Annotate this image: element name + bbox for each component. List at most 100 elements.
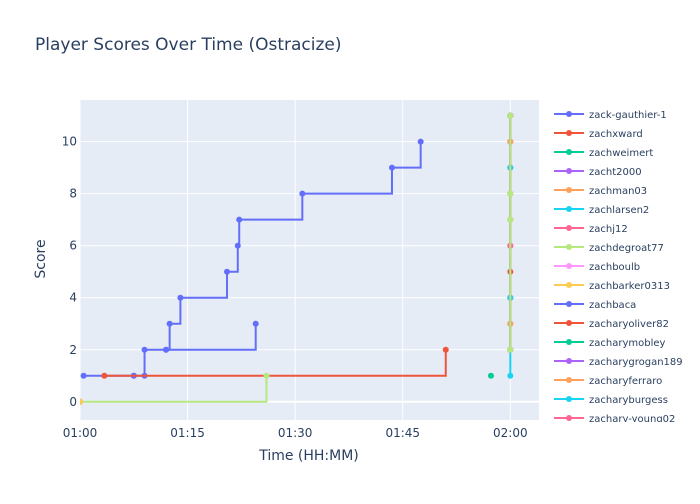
legend-label: zacharyburgess [589,395,668,406]
data-point [141,346,148,353]
y-tick-label: 10 [62,135,77,149]
series-line [166,323,257,351]
legend-swatch-marker [566,130,572,136]
data-point [101,372,108,379]
legend-item[interactable]: zachbaca [554,300,636,311]
legend-label: zacharygrogan189 [589,357,683,368]
legend-label: zacht2000 [589,167,642,178]
y-tick-label: 2 [69,343,77,357]
series-line [104,349,447,377]
legend[interactable]: zack-gauthier-1 zachxward zachweimert zacht… [554,110,683,425]
legend-swatch-marker [566,225,572,231]
y-tick-label: 0 [69,395,77,409]
legend-swatch-marker [566,244,572,250]
legend-item[interactable]: zack-gauthier-1 [554,110,667,121]
legend-item[interactable]: zachxward [554,129,643,140]
legend-label: zachary-young02 [589,414,675,425]
data-point [236,216,243,223]
legend-label: zacharymobley [589,338,666,349]
legend-label: zachman03 [589,186,647,197]
data-point [507,190,514,197]
series-zachxward [101,346,449,379]
plot-area [80,100,539,420]
legend-swatch-marker [566,263,572,269]
legend-item[interactable]: zachj12 [554,224,628,235]
axis-ticks: 01:00 01:15 01:30 01:45 02:00 0 2 4 6 8 10 [62,135,528,440]
data-point [507,372,514,379]
data-point [487,372,494,379]
legend-label: zachlarsen2 [589,205,649,216]
legend-swatch-marker [566,149,572,155]
legend-label: zack-gauthier-1 [589,110,667,121]
legend-swatch-marker [566,282,572,288]
data-point [177,294,184,301]
series-zachbarker0313 [80,398,83,405]
series-zachweimert [487,372,494,379]
data-point [442,346,449,353]
x-axis-title: Time (HH:MM) [258,448,359,464]
legend-swatch-marker [566,206,572,212]
legend-swatch-marker [566,396,572,402]
series-layer [80,112,514,405]
data-point [507,216,514,223]
legend-swatch-marker [566,187,572,193]
legend-label: zachboulb [589,262,640,273]
data-point [163,346,170,353]
legend-item[interactable]: zacharygrogan189 [554,357,683,368]
x-tick-label: 01:45 [385,426,420,440]
legend-item[interactable]: zachary-young02 [554,414,675,425]
legend-swatch-marker [566,358,572,364]
data-point [166,320,173,327]
legend-item[interactable]: zachdegroat77 [554,243,664,254]
data-point [388,164,395,171]
x-tick-label: 01:30 [278,426,313,440]
y-tick-label: 8 [69,187,77,201]
legend-item[interactable]: zacharyferraro [554,376,662,387]
legend-swatch-marker [566,168,572,174]
legend-swatch-marker [566,377,572,383]
legend-swatch-marker [566,111,572,117]
y-axis-title: Score [33,239,49,278]
legend-swatch-marker [566,339,572,345]
data-point [252,320,259,327]
legend-label: zachdegroat77 [589,243,664,254]
legend-swatch-marker [566,415,572,421]
data-point [507,346,514,353]
legend-label: zachweimert [589,148,653,159]
data-point [417,138,424,145]
legend-label: zachxward [589,129,643,140]
data-point [80,372,87,379]
legend-item[interactable]: zacharymobley [554,338,666,349]
legend-item[interactable]: zachman03 [554,186,647,197]
series-series-17 [507,112,514,353]
x-tick-label: 02:00 [493,426,528,440]
data-point [263,372,270,379]
legend-item[interactable]: zachweimert [554,148,653,159]
series-line [80,375,268,403]
series-zachbaca [163,320,259,353]
legend-item[interactable]: zachbarker0313 [554,281,670,292]
legend-item[interactable]: zacht2000 [554,167,642,178]
data-point [507,112,514,119]
legend-item[interactable]: zachboulb [554,262,640,273]
legend-item[interactable]: zacharyburgess [554,395,668,406]
chart-title: Player Scores Over Time (Ostracize) [35,35,342,55]
legend-label: zachbarker0313 [589,281,670,292]
data-point [224,268,231,275]
y-tick-label: 4 [69,291,77,305]
legend-item[interactable]: zachlarsen2 [554,205,649,216]
legend-label: zacharyoliver82 [589,319,669,330]
legend-label: zachj12 [589,224,628,235]
legend-swatch-marker [566,320,572,326]
legend-label: zacharyferraro [589,376,662,387]
data-point [234,242,241,249]
x-tick-label: 01:15 [170,426,205,440]
legend-label: zachbaca [589,300,636,311]
x-tick-label: 01:00 [63,426,98,440]
y-tick-label: 6 [69,239,77,253]
legend-item[interactable]: zacharyoliver82 [554,319,669,330]
data-point [299,190,306,197]
legend-swatch-marker [566,301,572,307]
